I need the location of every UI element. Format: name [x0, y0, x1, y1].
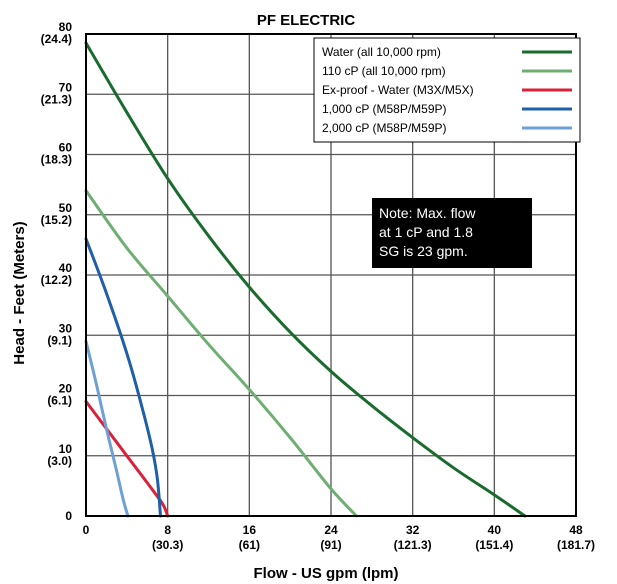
legend-label: Ex-proof - Water (M3X/M5X): [322, 83, 474, 97]
legend: Water (all 10,000 rpm) 110 cP (all 10,000…: [313, 37, 581, 143]
y-tick-sublabel: (18.3): [41, 153, 72, 167]
series-curves: [84, 41, 527, 518]
plot-frame: [85, 33, 577, 517]
x-tick-label: 8: [164, 523, 171, 537]
legend-label: 2,000 cP (M58P/M59P): [322, 121, 447, 135]
y-tick-label: 70: [59, 80, 73, 94]
y-tick-sublabel: (15.2): [41, 213, 72, 227]
x-tick-label: 32: [406, 523, 420, 537]
series-line: [84, 339, 130, 518]
y-tick-label: 10: [59, 442, 73, 456]
y-tick-label: 30: [59, 321, 73, 335]
y-tick-label: 80: [59, 20, 73, 34]
x-tick-sublabel: (61): [239, 538, 260, 552]
x-tick-sublabel: (30.3): [152, 538, 183, 552]
y-tick-label: 0: [65, 509, 72, 523]
x-axis-label: Flow - US gpm (lpm): [254, 565, 399, 582]
y-tick-label: 50: [59, 201, 73, 215]
note-annotation: Note: Max. flow at 1 cP and 1.8 SG is 23 g…: [372, 198, 532, 268]
x-tick-sublabel: (91): [320, 538, 341, 552]
series-line: [84, 189, 358, 518]
x-tick-sublabel: (121.3): [394, 538, 432, 552]
series-line: [84, 237, 162, 518]
x-tick-label: 24: [324, 523, 338, 537]
legend-label: 110 cP (all 10,000 rpm): [322, 64, 446, 78]
y-tick-label: 40: [59, 261, 73, 275]
y-tick-label: 20: [59, 382, 73, 396]
y-tick-sublabel: (6.1): [47, 394, 72, 408]
x-axis-ticks: 0 8(30.3) 16(61) 24(91) 32(121.3) 40(151.4) 48…: [83, 523, 595, 552]
x-tick-sublabel: (181.7): [557, 538, 595, 552]
y-axis-ticks: 0 10(3.0) 20(6.1) 30(9.1) 40(12.2) 50(15.2) 60…: [41, 20, 73, 523]
x-tick-label: 48: [569, 523, 583, 537]
note-line: at 1 cP and 1.8: [379, 224, 473, 240]
legend-label: Water (all 10,000 rpm): [322, 45, 441, 59]
legend-label: 1,000 cP (M58P/M59P): [322, 102, 447, 116]
y-tick-sublabel: (9.1): [47, 333, 72, 347]
note-line: SG is 23 gpm.: [379, 243, 468, 259]
y-tick-sublabel: (3.0): [47, 454, 72, 468]
x-tick-label: 16: [243, 523, 257, 537]
y-axis-label: Head - Feet (Meters): [11, 221, 28, 364]
x-tick-label: 40: [488, 523, 502, 537]
y-tick-label: 60: [59, 141, 73, 155]
x-tick-label: 0: [83, 523, 90, 537]
note-line: Note: Max. flow: [379, 205, 476, 221]
y-tick-sublabel: (24.4): [41, 32, 72, 46]
y-tick-sublabel: (21.3): [41, 92, 72, 106]
x-tick-sublabel: (151.4): [475, 538, 513, 552]
chart-title: PF ELECTRIC: [257, 12, 356, 29]
series-line: [84, 41, 527, 518]
note-box: [372, 198, 532, 268]
y-tick-sublabel: (12.2): [41, 273, 72, 287]
